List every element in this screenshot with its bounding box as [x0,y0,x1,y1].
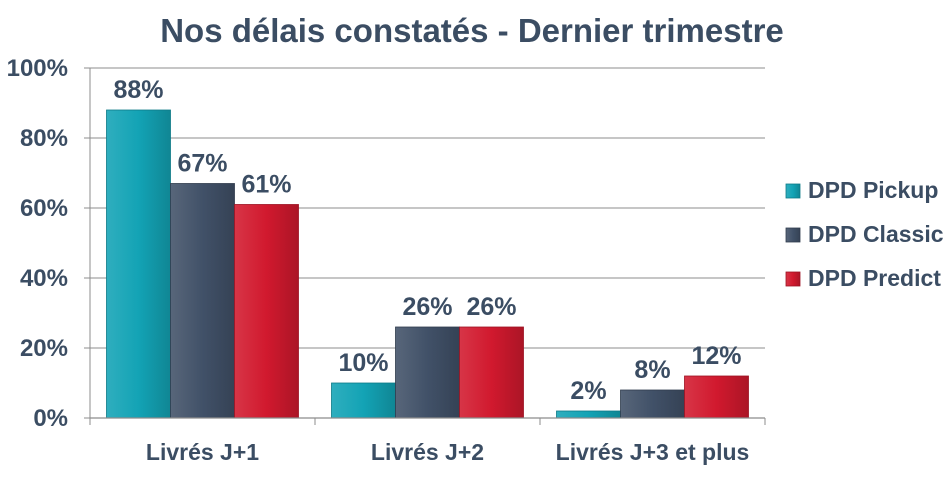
data-labels: 88% 67% 61% 10% 26% 26% 2% 8% 12% [113,76,741,405]
bar-dpd-predict [459,326,524,419]
bar-dpd-pickup [331,382,396,419]
data-label: 67% [177,150,227,178]
legend-swatch [785,271,801,287]
bar-dpd-classic [620,389,685,419]
y-tick-label: 80% [20,125,68,152]
legend: DPD Pickup DPD Classic DPD Predict [785,177,944,291]
bar-dpd-classic [170,183,235,419]
x-tick-label: Livrés J+2 [371,439,484,465]
data-label: 26% [466,293,516,321]
bar-dpd-pickup [556,410,621,419]
x-tick-label: Livrés J+1 [146,439,259,465]
legend-label: DPD Predict [808,265,941,291]
x-tick-label: Livrés J+3 et plus [556,439,750,465]
y-tick-label: 20% [20,335,68,362]
y-axis-ticks: 0% 20% 40% 60% 80% 100% [7,55,68,432]
bar-dpd-predict [234,204,299,419]
data-label: 10% [338,349,388,377]
y-tick-label: 40% [20,265,68,292]
y-tick-label: 0% [33,405,68,432]
legend-label: DPD Classic [808,221,944,247]
y-tick-label: 60% [20,195,68,222]
legend-swatch [785,227,801,243]
legend-swatch [785,183,801,199]
x-axis: Livrés J+1 Livrés J+2 Livrés J+3 et plus [89,417,766,465]
data-label: 61% [241,171,291,199]
legend-label: DPD Pickup [808,177,938,203]
data-label: 88% [113,76,163,104]
data-label: 12% [691,342,741,370]
data-label: 8% [634,356,670,384]
chart-title: Nos délais constatés - Dernier trimestre [160,12,784,49]
bar-dpd-classic [395,326,460,419]
bar-dpd-predict [684,375,749,419]
y-tick-label: 100% [7,55,68,82]
data-label: 26% [402,293,452,321]
bars [106,109,749,419]
bar-dpd-pickup [106,109,171,419]
data-label: 2% [570,377,606,405]
